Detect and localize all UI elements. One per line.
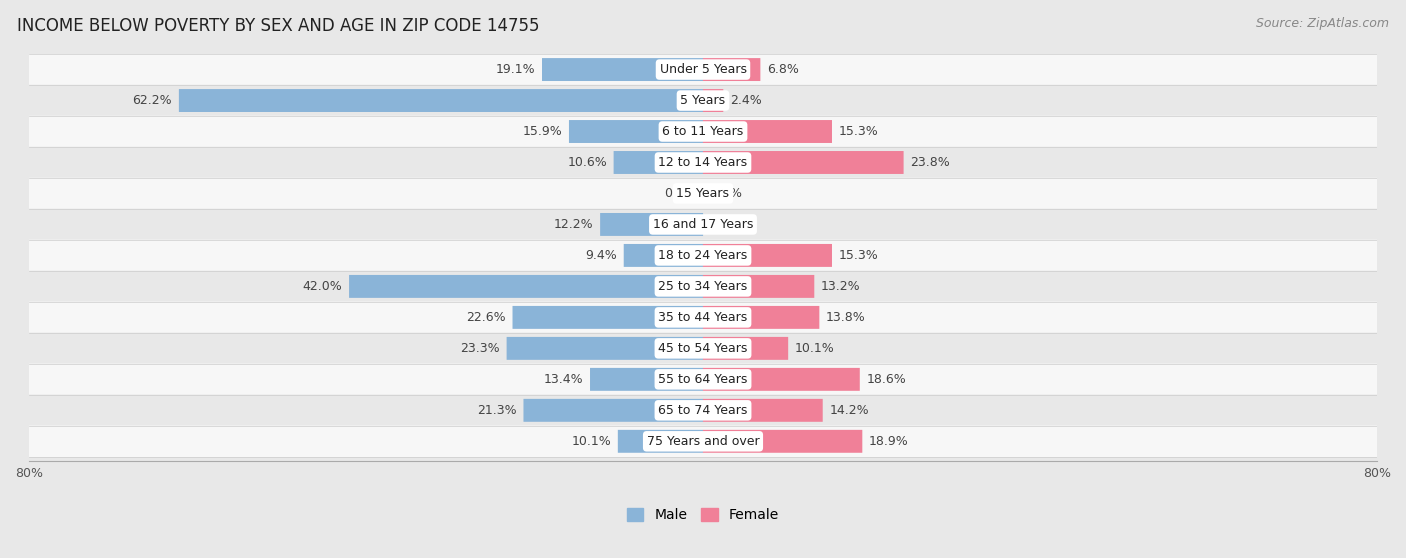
- Text: 18.9%: 18.9%: [869, 435, 908, 448]
- FancyBboxPatch shape: [569, 120, 703, 143]
- FancyBboxPatch shape: [30, 147, 1376, 179]
- FancyBboxPatch shape: [30, 271, 1376, 302]
- FancyBboxPatch shape: [703, 430, 862, 453]
- Text: 9.4%: 9.4%: [585, 249, 617, 262]
- FancyBboxPatch shape: [541, 58, 703, 81]
- Text: 10.1%: 10.1%: [571, 435, 612, 448]
- FancyBboxPatch shape: [703, 275, 814, 298]
- FancyBboxPatch shape: [703, 151, 904, 174]
- FancyBboxPatch shape: [30, 116, 1376, 147]
- FancyBboxPatch shape: [613, 151, 703, 174]
- Text: 75 Years and over: 75 Years and over: [647, 435, 759, 448]
- Text: 10.6%: 10.6%: [567, 156, 607, 169]
- Text: 18.6%: 18.6%: [866, 373, 907, 386]
- FancyBboxPatch shape: [617, 430, 703, 453]
- FancyBboxPatch shape: [30, 364, 1376, 395]
- FancyBboxPatch shape: [703, 337, 789, 360]
- FancyBboxPatch shape: [624, 244, 703, 267]
- Text: 13.8%: 13.8%: [825, 311, 866, 324]
- Text: 22.6%: 22.6%: [467, 311, 506, 324]
- Text: 6 to 11 Years: 6 to 11 Years: [662, 125, 744, 138]
- Text: 25 to 34 Years: 25 to 34 Years: [658, 280, 748, 293]
- Text: 21.3%: 21.3%: [477, 404, 517, 417]
- FancyBboxPatch shape: [30, 209, 1376, 240]
- Text: 10.1%: 10.1%: [794, 342, 835, 355]
- Text: 15.9%: 15.9%: [523, 125, 562, 138]
- Text: 12.2%: 12.2%: [554, 218, 593, 231]
- Text: 16 and 17 Years: 16 and 17 Years: [652, 218, 754, 231]
- Text: 65 to 74 Years: 65 to 74 Years: [658, 404, 748, 417]
- Text: 12 to 14 Years: 12 to 14 Years: [658, 156, 748, 169]
- Text: 14.2%: 14.2%: [830, 404, 869, 417]
- Text: 13.4%: 13.4%: [544, 373, 583, 386]
- FancyBboxPatch shape: [703, 58, 761, 81]
- Text: 19.1%: 19.1%: [496, 63, 536, 76]
- FancyBboxPatch shape: [30, 426, 1376, 457]
- Text: Under 5 Years: Under 5 Years: [659, 63, 747, 76]
- Text: 6.8%: 6.8%: [768, 63, 799, 76]
- Text: Source: ZipAtlas.com: Source: ZipAtlas.com: [1256, 17, 1389, 30]
- Text: 0.0%: 0.0%: [710, 218, 742, 231]
- FancyBboxPatch shape: [30, 54, 1376, 85]
- FancyBboxPatch shape: [703, 306, 820, 329]
- FancyBboxPatch shape: [349, 275, 703, 298]
- FancyBboxPatch shape: [703, 244, 832, 267]
- FancyBboxPatch shape: [703, 89, 723, 112]
- Text: 2.4%: 2.4%: [730, 94, 762, 107]
- Text: 15 Years: 15 Years: [676, 187, 730, 200]
- Text: 13.2%: 13.2%: [821, 280, 860, 293]
- FancyBboxPatch shape: [30, 239, 1376, 271]
- Text: 0.0%: 0.0%: [664, 187, 696, 200]
- Text: 62.2%: 62.2%: [132, 94, 172, 107]
- Text: 18 to 24 Years: 18 to 24 Years: [658, 249, 748, 262]
- Legend: Male, Female: Male, Female: [621, 503, 785, 528]
- FancyBboxPatch shape: [30, 85, 1376, 116]
- Text: 0.0%: 0.0%: [710, 187, 742, 200]
- Text: 23.8%: 23.8%: [910, 156, 950, 169]
- Text: 35 to 44 Years: 35 to 44 Years: [658, 311, 748, 324]
- FancyBboxPatch shape: [30, 395, 1376, 426]
- FancyBboxPatch shape: [600, 213, 703, 236]
- FancyBboxPatch shape: [703, 399, 823, 422]
- Text: INCOME BELOW POVERTY BY SEX AND AGE IN ZIP CODE 14755: INCOME BELOW POVERTY BY SEX AND AGE IN Z…: [17, 17, 540, 35]
- FancyBboxPatch shape: [30, 177, 1376, 209]
- Text: 5 Years: 5 Years: [681, 94, 725, 107]
- Text: 55 to 64 Years: 55 to 64 Years: [658, 373, 748, 386]
- FancyBboxPatch shape: [703, 120, 832, 143]
- FancyBboxPatch shape: [703, 368, 860, 391]
- Text: 15.3%: 15.3%: [838, 125, 879, 138]
- Text: 45 to 54 Years: 45 to 54 Years: [658, 342, 748, 355]
- Text: 23.3%: 23.3%: [460, 342, 501, 355]
- FancyBboxPatch shape: [30, 333, 1376, 364]
- FancyBboxPatch shape: [523, 399, 703, 422]
- FancyBboxPatch shape: [506, 337, 703, 360]
- FancyBboxPatch shape: [513, 306, 703, 329]
- Text: 42.0%: 42.0%: [302, 280, 343, 293]
- FancyBboxPatch shape: [591, 368, 703, 391]
- Text: 15.3%: 15.3%: [838, 249, 879, 262]
- FancyBboxPatch shape: [179, 89, 703, 112]
- FancyBboxPatch shape: [30, 301, 1376, 333]
